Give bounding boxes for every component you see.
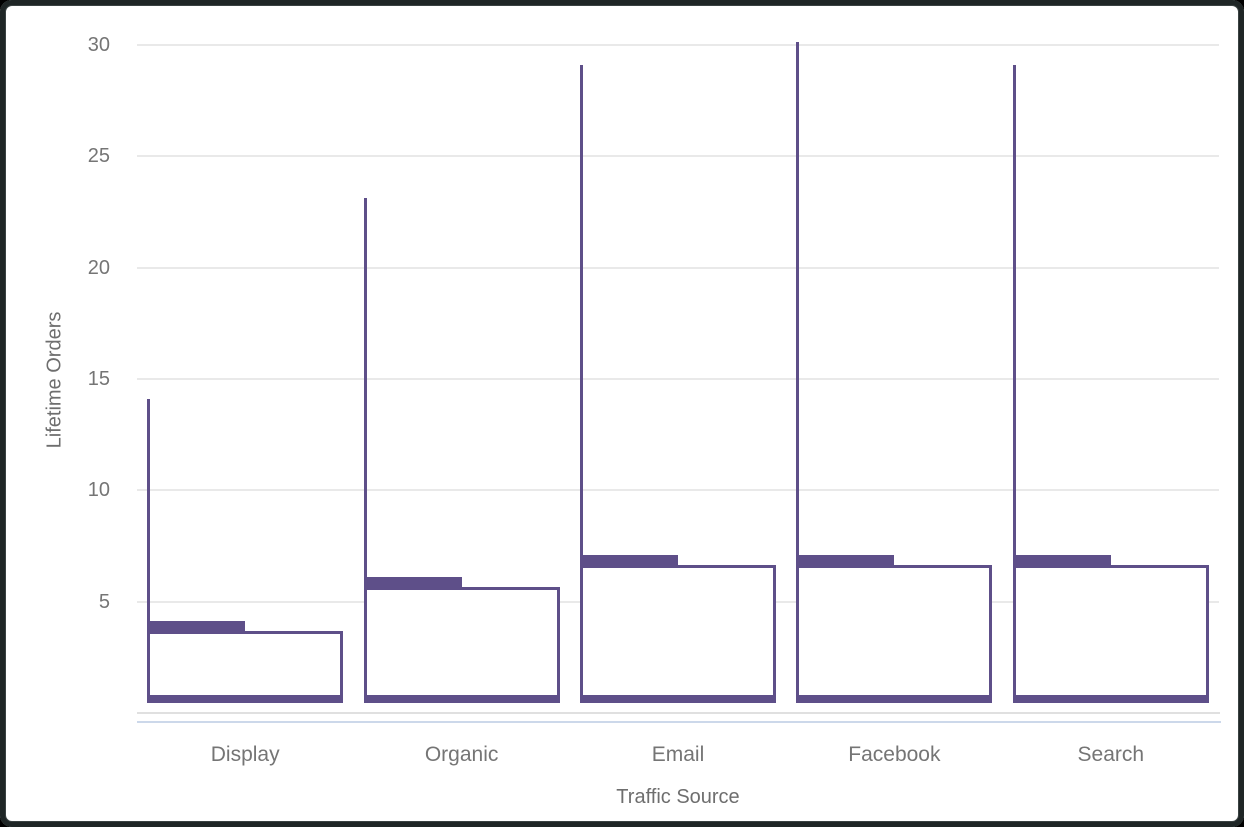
- iqr-box: [147, 631, 344, 699]
- whisker-cap-bottom: [147, 626, 246, 632]
- iqr-box: [796, 564, 993, 699]
- x-category-label: Search: [1077, 743, 1145, 766]
- iqr-box: [580, 564, 776, 699]
- median-line: [147, 698, 344, 704]
- whisker-upper: [580, 64, 583, 488]
- y-tick-label: 15: [87, 367, 110, 390]
- x-category-label: Organic: [424, 743, 499, 766]
- whisker-upper: [363, 198, 367, 555]
- box-plot-display[interactable]: [147, 398, 344, 704]
- y-tick-label: 5: [98, 590, 110, 613]
- y-tick-label: 20: [87, 256, 110, 279]
- whisker-upper: [1012, 64, 1016, 511]
- whisker-cap-top: [796, 554, 895, 560]
- x-category-label: Facebook: [848, 743, 941, 766]
- x-axis-accent-line: [137, 721, 1221, 723]
- whisker-cap-top: [363, 576, 462, 582]
- whisker-upper: [147, 398, 151, 600]
- gridline: [137, 43, 1219, 46]
- whisker-lower: [363, 554, 367, 577]
- box-plot-facebook[interactable]: [796, 42, 993, 704]
- box-plot-search[interactable]: [1012, 64, 1209, 704]
- x-axis-line: [137, 712, 1220, 714]
- whisker-cap-top: [1012, 554, 1111, 560]
- whisker-cap-bottom: [1012, 559, 1111, 565]
- y-tick-label: 25: [87, 145, 110, 168]
- whisker-cap-top: [147, 621, 246, 627]
- whisker-lower: [1012, 510, 1016, 555]
- whisker-cap-bottom: [363, 581, 462, 587]
- whisker-cap-top: [580, 554, 678, 560]
- gridline: [137, 266, 1219, 269]
- median-line: [1012, 698, 1209, 704]
- whisker-cap-bottom: [796, 559, 895, 565]
- y-tick-label: 10: [87, 479, 110, 502]
- gridline: [137, 377, 1219, 380]
- x-axis-title: Traffic Source: [616, 786, 740, 808]
- whisker-lower: [580, 487, 583, 555]
- median-line: [796, 698, 993, 704]
- median-line: [580, 698, 776, 704]
- iqr-box: [363, 586, 560, 699]
- whisker-lower: [796, 510, 800, 555]
- whisker-upper: [796, 42, 800, 511]
- gridline: [137, 489, 1219, 492]
- box-plot-organic[interactable]: [363, 198, 560, 704]
- iqr-box: [1012, 564, 1209, 699]
- y-tick-label: 30: [87, 33, 110, 56]
- gridline: [137, 155, 1219, 158]
- box-plot-email[interactable]: [580, 64, 776, 704]
- whisker-cap-bottom: [580, 559, 678, 565]
- median-line: [363, 698, 560, 704]
- x-category-label: Display: [210, 743, 280, 766]
- x-category-label: Email: [651, 743, 705, 766]
- whisker-lower: [147, 599, 151, 622]
